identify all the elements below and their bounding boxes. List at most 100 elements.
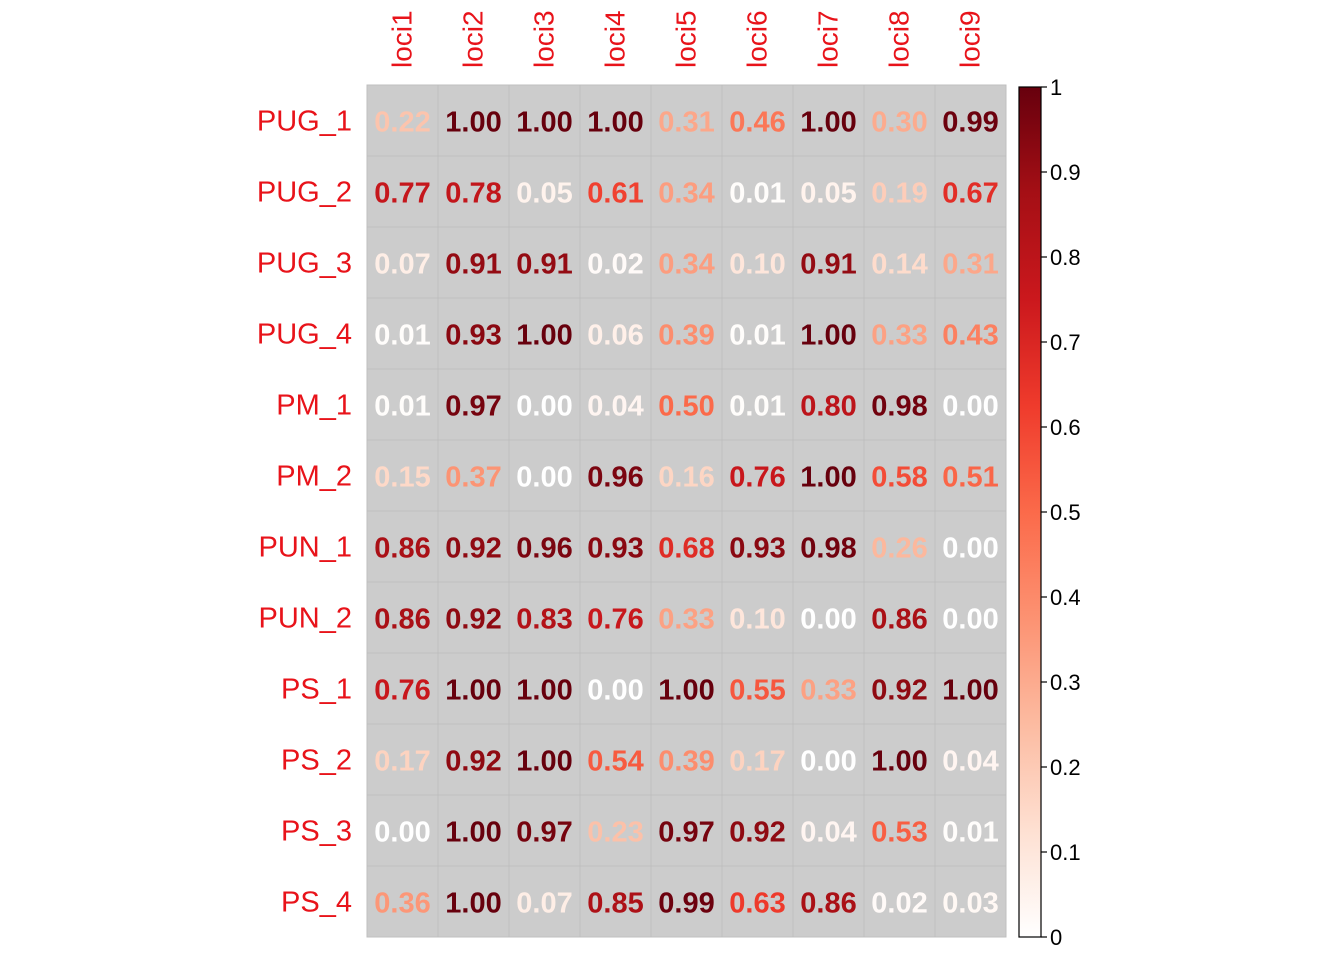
row-label: PUG_1 — [257, 106, 352, 138]
cell-value-label: 1.00 — [516, 746, 572, 778]
row-label: PUG_4 — [257, 319, 352, 351]
cell-value-label: 0.98 — [800, 533, 856, 565]
column-label: loci4 — [600, 10, 631, 68]
cell-value-label: 1.00 — [658, 675, 714, 707]
cell-value-label: 0.51 — [942, 462, 998, 494]
cell-value-label: 0.46 — [729, 107, 785, 139]
colorbar-gradient — [1018, 86, 1042, 938]
cell-value-label: 0.37 — [445, 462, 501, 494]
cell-value-label: 0.00 — [374, 817, 430, 849]
cell-value-label: 0.96 — [516, 533, 572, 565]
cell-value-label: 0.33 — [658, 604, 714, 636]
row-label: PUG_3 — [257, 248, 352, 280]
row-label: PUN_2 — [259, 603, 353, 635]
cell-value-label: 0.98 — [871, 391, 927, 423]
cell-value-label: 0.14 — [871, 249, 927, 281]
cell-value-label: 0.01 — [374, 320, 430, 352]
colorbar-tick-label: 0.7 — [1050, 330, 1081, 355]
colorbar-tick-label: 0.9 — [1050, 160, 1081, 185]
cell-value-label: 0.00 — [516, 462, 572, 494]
cell-value-label: 1.00 — [800, 462, 856, 494]
cell-value-label: 0.91 — [800, 249, 856, 281]
cell-value-label: 1.00 — [445, 817, 501, 849]
cell-value-label: 0.33 — [800, 675, 856, 707]
row-label: PS_2 — [281, 745, 352, 777]
cell-value-label: 0.00 — [516, 391, 572, 423]
cell-value-label: 0.00 — [800, 604, 856, 636]
cell-value-label: 0.00 — [587, 675, 643, 707]
cell-value-label: 1.00 — [800, 107, 856, 139]
cell-value-label: 0.58 — [871, 462, 927, 494]
cell-value-label: 0.97 — [658, 817, 714, 849]
cell-value-label: 0.00 — [942, 391, 998, 423]
heatmap-cell — [934, 865, 1007, 938]
row-label: PM_2 — [276, 461, 352, 493]
cell-value-label: 0.86 — [374, 604, 430, 636]
cell-value-label: 0.34 — [658, 178, 714, 210]
cell-value-label: 0.97 — [445, 391, 501, 423]
cell-value-label: 0.04 — [942, 746, 998, 778]
cell-value-label: 0.83 — [516, 604, 572, 636]
cell-value-label: 0.86 — [800, 888, 856, 920]
row-label: PM_1 — [276, 390, 352, 422]
colorbar-tick-label: 0 — [1050, 925, 1062, 950]
cell-value-label: 0.77 — [374, 178, 430, 210]
cell-value-label: 0.61 — [587, 178, 643, 210]
cell-value-label: 0.99 — [658, 888, 714, 920]
colorbar-tick-label: 0.3 — [1050, 670, 1081, 695]
column-label: loci7 — [813, 10, 844, 68]
cell-value-label: 0.67 — [942, 178, 998, 210]
cell-value-label: 0.07 — [374, 249, 430, 281]
cell-value-label: 0.39 — [658, 320, 714, 352]
cell-value-label: 0.34 — [658, 249, 714, 281]
cell-value-label: 0.01 — [374, 391, 430, 423]
cell-value-label: 0.17 — [374, 746, 430, 778]
cell-value-label: 0.92 — [871, 675, 927, 707]
cell-value-label: 0.02 — [587, 249, 643, 281]
cell-value-label: 0.01 — [729, 320, 785, 352]
cell-value-label: 0.93 — [445, 320, 501, 352]
cell-value-label: 0.76 — [587, 604, 643, 636]
cell-value-label: 0.93 — [729, 533, 785, 565]
cell-value-label: 0.86 — [871, 604, 927, 636]
cell-value-label: 1.00 — [445, 107, 501, 139]
cell-value-label: 0.00 — [800, 746, 856, 778]
column-label: loci8 — [884, 10, 915, 68]
cell-value-label: 1.00 — [942, 675, 998, 707]
cell-value-label: 0.07 — [516, 888, 572, 920]
cell-value-label: 0.05 — [800, 178, 856, 210]
cell-value-label: 0.01 — [942, 817, 998, 849]
cell-value-label: 0.39 — [658, 746, 714, 778]
row-label: PS_3 — [281, 816, 352, 848]
cell-value-label: 0.01 — [729, 391, 785, 423]
heatmap-cells: 0.22 1.00 1.00 1.00 0.31 0.46 1.00 0.30 0.99 0.77… — [366, 84, 1007, 938]
cell-value-label: 0.10 — [729, 604, 785, 636]
cell-value-label: 0.93 — [587, 533, 643, 565]
cell-value-label: 0.15 — [374, 462, 430, 494]
cell-value-label: 0.00 — [942, 604, 998, 636]
cell-value-label: 0.91 — [445, 249, 501, 281]
cell-value-label: 0.50 — [658, 391, 714, 423]
column-label: loci6 — [742, 10, 773, 68]
cell-value-label: 0.19 — [871, 178, 927, 210]
colorbar-tick-label: 0.1 — [1050, 840, 1081, 865]
cell-value-label: 1.00 — [516, 107, 572, 139]
cell-value-label: 0.78 — [445, 178, 501, 210]
cell-value-label: 0.04 — [587, 391, 643, 423]
cell-value-label: 0.31 — [658, 107, 714, 139]
cell-value-label: 0.86 — [374, 533, 430, 565]
cell-value-label: 0.92 — [445, 604, 501, 636]
cell-value-label: 0.91 — [516, 249, 572, 281]
cell-value-label: 1.00 — [587, 107, 643, 139]
row-label: PS_4 — [281, 887, 352, 919]
colorbar-tick-label: 0.8 — [1050, 245, 1081, 270]
cell-value-label: 1.00 — [871, 746, 927, 778]
column-label: loci2 — [458, 10, 489, 68]
colorbar-tick-label: 0.6 — [1050, 415, 1081, 440]
cell-value-label: 0.01 — [729, 178, 785, 210]
colorbar-tick-label: 1 — [1050, 75, 1062, 100]
cell-value-label: 0.54 — [587, 746, 643, 778]
row-label: PUN_1 — [259, 532, 353, 564]
cell-value-label: 0.99 — [942, 107, 998, 139]
cell-value-label: 1.00 — [516, 320, 572, 352]
